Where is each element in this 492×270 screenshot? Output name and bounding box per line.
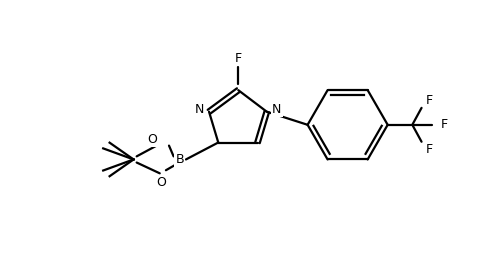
Text: N: N	[194, 103, 204, 116]
Text: F: F	[441, 118, 448, 131]
Text: F: F	[426, 143, 433, 156]
Text: O: O	[147, 133, 156, 146]
Text: F: F	[426, 94, 433, 107]
Text: O: O	[156, 176, 166, 189]
Text: B: B	[176, 153, 184, 166]
Text: N: N	[272, 103, 281, 116]
Text: F: F	[235, 52, 242, 65]
